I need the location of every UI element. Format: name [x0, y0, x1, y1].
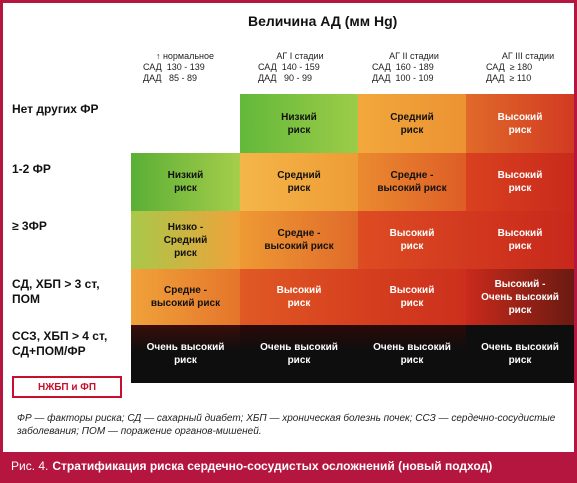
risk-cell: Средний риск — [358, 94, 466, 153]
column-header-line: ДАД 85 - 89 — [143, 73, 198, 83]
risk-cell: Высокий риск — [358, 269, 466, 325]
column-header-ag3: АГ III стадии САД ≥ 180 ДАД ≥ 110 — [478, 51, 577, 84]
risk-cell: Средний риск — [240, 153, 358, 211]
row-label-no-rf: Нет других ФР — [12, 102, 99, 116]
risk-cell: Средне - высокий риск — [131, 269, 240, 325]
risk-cell: Низкий риск — [131, 153, 240, 211]
risk-cell: Высокий риск — [358, 211, 466, 269]
column-header-line: АГ III стадии — [501, 51, 555, 61]
column-header-line: ↑ нормальное — [155, 51, 215, 61]
risk-cell: Средне - высокий риск — [240, 211, 358, 269]
risk-cell: Средне - высокий риск — [358, 153, 466, 211]
column-header-normal: ↑ нормальное САД 130 - 139 ДАД 85 - 89 — [135, 51, 235, 84]
column-header-line: АГ I стадии — [276, 51, 324, 61]
column-header-line: САД 140 - 159 — [258, 62, 320, 72]
caption-prefix: Рис. 4. — [11, 459, 49, 473]
figure-caption: Рис. 4. Стратификация риска сердечно-сос… — [3, 452, 574, 480]
caption-text: Стратификация риска сердечно-сосудистых … — [52, 459, 493, 473]
risk-cell: Низко - Средний риск — [131, 211, 240, 269]
risk-cell: Высокий риск — [466, 94, 574, 153]
column-header-ag2: АГ II стадии САД 160 - 189 ДАД 100 - 109 — [364, 51, 464, 84]
table-title: Величина АД (мм Hg) — [248, 13, 398, 29]
column-header-line: ДАД 100 - 109 — [372, 73, 434, 83]
risk-cell: Высокий риск — [466, 211, 574, 269]
risk-cell: Очень высокий риск — [131, 325, 240, 383]
column-header-line: ДАД ≥ 110 — [486, 73, 532, 83]
nzhbp-label-box: НЖБП и ФП — [12, 376, 122, 398]
column-header-line: ДАД 90 - 99 — [258, 73, 313, 83]
column-header-ag1: АГ I стадии САД 140 - 159 ДАД 90 - 99 — [250, 51, 350, 84]
row-label-dm-ckd3: СД, ХБП > 3 ст, ПОМ — [12, 277, 100, 306]
risk-cell: Высокий риск — [240, 269, 358, 325]
column-header-line: АГ II стадии — [389, 51, 439, 61]
row-label-1-2-rf: 1-2 ФР — [12, 162, 51, 176]
risk-cell: Высокий риск — [466, 153, 574, 211]
risk-cell: Очень высокий риск — [358, 325, 466, 383]
column-header-line: САД ≥ 180 — [486, 62, 533, 72]
row-label-cvd-ckd4: ССЗ, ХБП > 4 ст, СД+ПОМ/ФР — [12, 329, 108, 358]
column-header-line: САД 160 - 189 — [372, 62, 434, 72]
row-label-3-rf: ≥ 3ФР — [12, 219, 47, 233]
risk-cell: Очень высокий риск — [240, 325, 358, 383]
risk-cell: Высокий - Очень высокий риск — [466, 269, 574, 325]
risk-cell: Низкий риск — [240, 94, 358, 153]
column-header-line: САД 130 - 139 — [143, 62, 205, 72]
footnote: ФР — факторы риска; СД — сахарный диабет… — [17, 413, 556, 437]
risk-cell: Очень высокий риск — [466, 325, 574, 383]
